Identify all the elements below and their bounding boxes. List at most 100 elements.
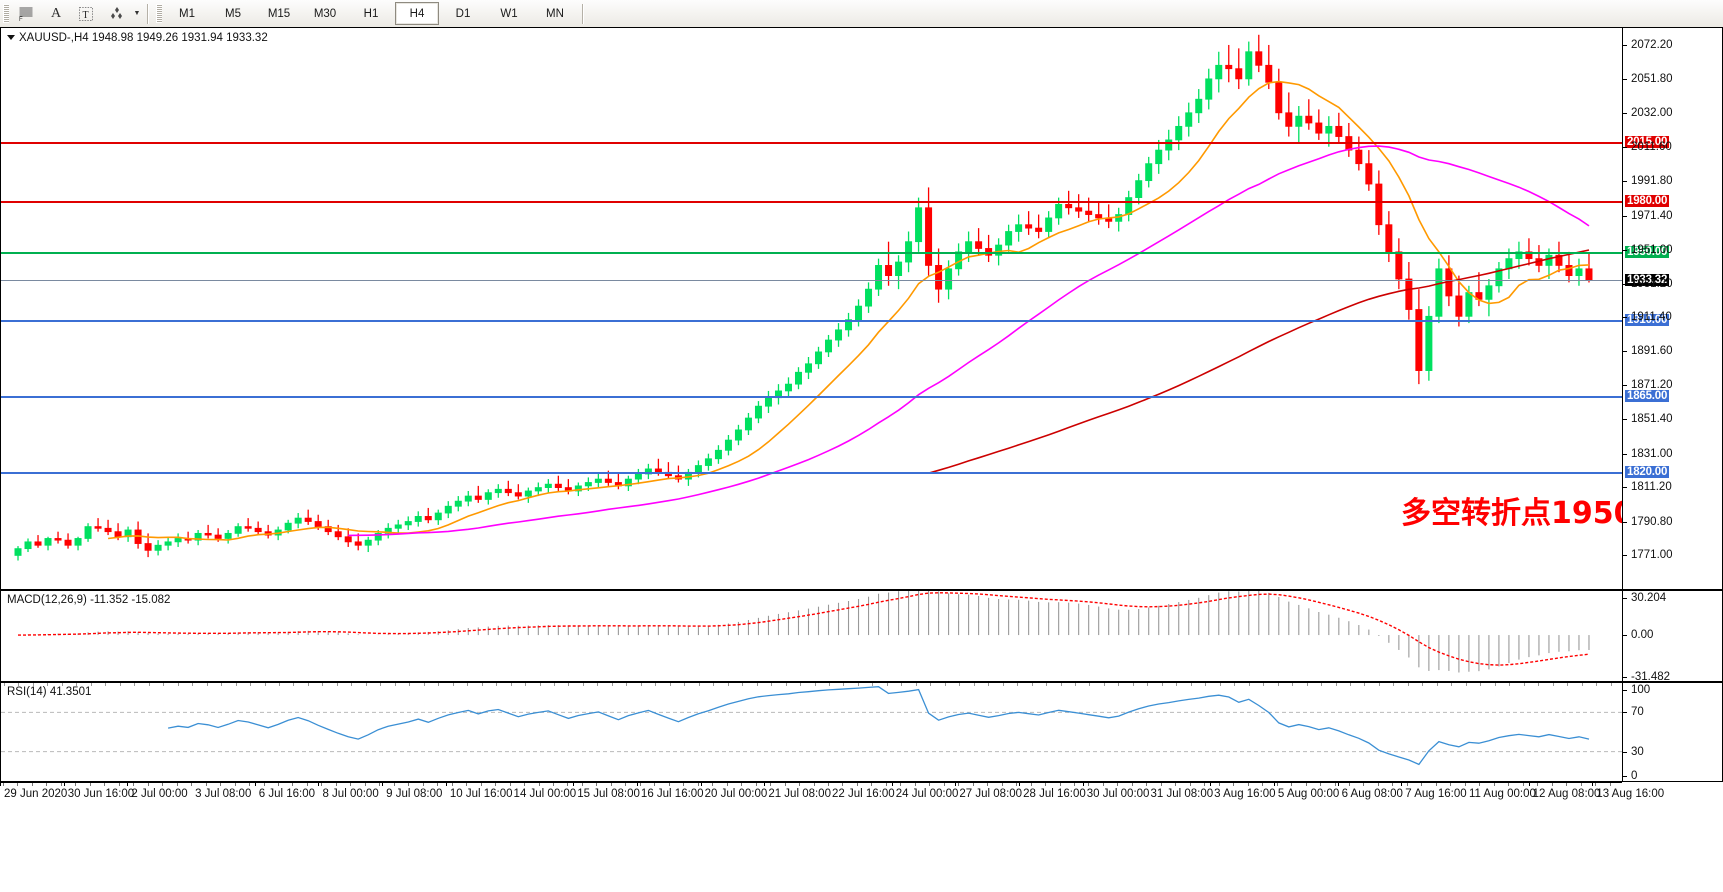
timeframe-mn[interactable]: MN xyxy=(546,7,564,20)
rsi-top-tick xyxy=(611,683,613,686)
rsi-y-tick-label: 0 xyxy=(1631,770,1638,782)
timeframe-m1[interactable]: M1 xyxy=(179,7,195,20)
time-axis-minor-tick xyxy=(1102,783,1104,786)
rsi-top-tick xyxy=(1089,683,1091,686)
level-line-1980-00[interactable] xyxy=(1,200,1622,203)
rsi-top-tick xyxy=(1480,683,1482,686)
time-axis-minor-tick xyxy=(1392,783,1394,786)
timeframe-h1[interactable]: H1 xyxy=(363,7,379,20)
time-axis-minor-tick xyxy=(987,783,989,786)
rsi-top-tick xyxy=(119,683,121,686)
time-axis-label: 8 Jul 00:00 xyxy=(322,788,379,800)
level-line-1933-32[interactable] xyxy=(1,280,1622,282)
time-axis-minor-tick xyxy=(538,783,540,786)
level-line-1865-00[interactable] xyxy=(1,396,1622,398)
price-y-axis[interactable]: 2015.00 1980.00 1950.00 1933.32 1910.00 1865.… xyxy=(1622,28,1722,589)
rsi-top-tick xyxy=(1610,683,1612,686)
time-axis-minor-tick xyxy=(1117,783,1119,786)
rsi-top-tick xyxy=(1292,683,1294,686)
y-tick-label: 1851.40 xyxy=(1631,413,1673,426)
y-tick xyxy=(1623,317,1627,319)
rsi-top-tick xyxy=(1031,683,1033,686)
time-axis-minor-tick xyxy=(1580,783,1582,786)
time-axis-minor-tick xyxy=(524,783,526,786)
rsi-top-tick xyxy=(1451,683,1453,686)
toolbar-separator-2 xyxy=(582,3,584,24)
time-axis-minor-tick xyxy=(306,783,308,786)
macd-plot-area[interactable] xyxy=(1,591,1622,681)
rsi-y-tick xyxy=(1623,690,1627,691)
time-axis[interactable]: 29 Jun 2020 30 Jun 16:00 2 Jul 00:00 3 Jul … xyxy=(0,782,1723,892)
time-axis-minor-tick xyxy=(1247,783,1249,786)
rsi-top-tick xyxy=(698,683,700,686)
price-plot-area[interactable]: 多空转折点1950 xyxy=(1,28,1622,589)
periodicity-icon[interactable]: F xyxy=(12,2,40,26)
time-axis-minor-tick xyxy=(133,783,135,786)
rsi-top-tick xyxy=(525,683,527,686)
time-axis-label: 16 Jul 16:00 xyxy=(640,788,704,800)
time-axis-minor-tick xyxy=(234,783,236,786)
y-tick-label: 2072.20 xyxy=(1631,38,1673,51)
time-axis-minor-tick xyxy=(639,783,641,786)
time-axis-minor-tick xyxy=(914,783,916,786)
rsi-top-tick xyxy=(307,683,309,686)
time-axis-minor-tick xyxy=(1262,783,1264,786)
time-axis-minor-tick xyxy=(770,783,772,786)
time-axis-minor-tick xyxy=(191,783,193,786)
rsi-top-tick xyxy=(163,683,165,686)
symbol-collapse-icon[interactable] xyxy=(7,35,15,40)
objects-dropdown-caret[interactable]: ▼ xyxy=(133,10,141,17)
rsi-top-tick xyxy=(930,683,932,686)
toolbar-grip[interactable] xyxy=(3,4,9,23)
level-line-2015-00[interactable] xyxy=(1,141,1622,144)
time-axis-minor-tick xyxy=(1320,783,1322,786)
timeframe-m30[interactable]: M30 xyxy=(313,7,337,20)
time-axis-minor-tick xyxy=(437,783,439,786)
rsi-top-tick xyxy=(1046,683,1048,686)
time-axis-minor-tick xyxy=(799,783,801,786)
rsi-top-tick xyxy=(669,683,671,686)
y-tick xyxy=(1623,215,1627,217)
time-axis-tick xyxy=(955,782,957,786)
rsi-top-tick xyxy=(467,683,469,686)
time-axis-tick xyxy=(318,782,320,786)
chart-annotation: 多空转折点1950 xyxy=(1401,496,1622,531)
rsi-pane[interactable]: RSI(14) 41.3501 100 70 30 0 xyxy=(0,682,1723,782)
timeframe-grip[interactable] xyxy=(156,4,162,23)
timeframe-d1[interactable]: D1 xyxy=(455,7,471,20)
time-axis-minor-tick xyxy=(3,783,4,786)
rsi-y-tick-label: 100 xyxy=(1631,684,1651,696)
rsi-top-tick xyxy=(756,683,758,686)
level-line-1950-00[interactable] xyxy=(1,251,1622,254)
time-axis-tick xyxy=(0,782,1,786)
price-chart-pane[interactable]: XAUUSD-,H4 1948.98 1949.26 1931.94 1933.… xyxy=(0,27,1723,590)
time-axis-minor-tick xyxy=(1406,783,1408,786)
time-axis-minor-tick xyxy=(1074,783,1076,786)
timeframe-m5[interactable]: M5 xyxy=(225,7,241,20)
time-axis-minor-tick xyxy=(451,783,453,786)
time-axis-minor-tick xyxy=(1377,783,1379,786)
objects-icon[interactable] xyxy=(102,2,130,26)
rsi-top-tick xyxy=(655,683,657,686)
text-tool-icon[interactable]: A xyxy=(50,5,62,21)
text-label-icon[interactable]: T xyxy=(72,2,100,26)
timeframe-m15[interactable]: M15 xyxy=(267,7,291,20)
time-axis-tick xyxy=(1273,782,1275,786)
macd-pane[interactable]: MACD(12,26,9) -11.352 -15.082 30.204 0.00… xyxy=(0,590,1723,683)
rsi-plot-area[interactable] xyxy=(1,683,1622,781)
rsi-top-tick xyxy=(1523,683,1525,686)
time-axis-minor-tick xyxy=(205,783,207,786)
macd-svg xyxy=(17,591,1590,673)
timeframe-w1[interactable]: W1 xyxy=(500,7,518,20)
level-line-1910-00[interactable] xyxy=(1,319,1622,322)
time-axis-minor-tick xyxy=(147,783,149,786)
time-axis-tick xyxy=(1210,782,1212,786)
level-line-1820-00[interactable] xyxy=(1,472,1622,475)
time-axis-minor-tick xyxy=(1551,783,1553,786)
time-axis-minor-tick xyxy=(1595,783,1597,786)
rsi-top-tick xyxy=(872,683,874,686)
timeframe-h4[interactable]: H4 xyxy=(395,2,439,25)
y-tick xyxy=(1623,44,1627,46)
rsi-top-tick xyxy=(1103,683,1105,686)
time-axis-tick xyxy=(445,782,447,786)
